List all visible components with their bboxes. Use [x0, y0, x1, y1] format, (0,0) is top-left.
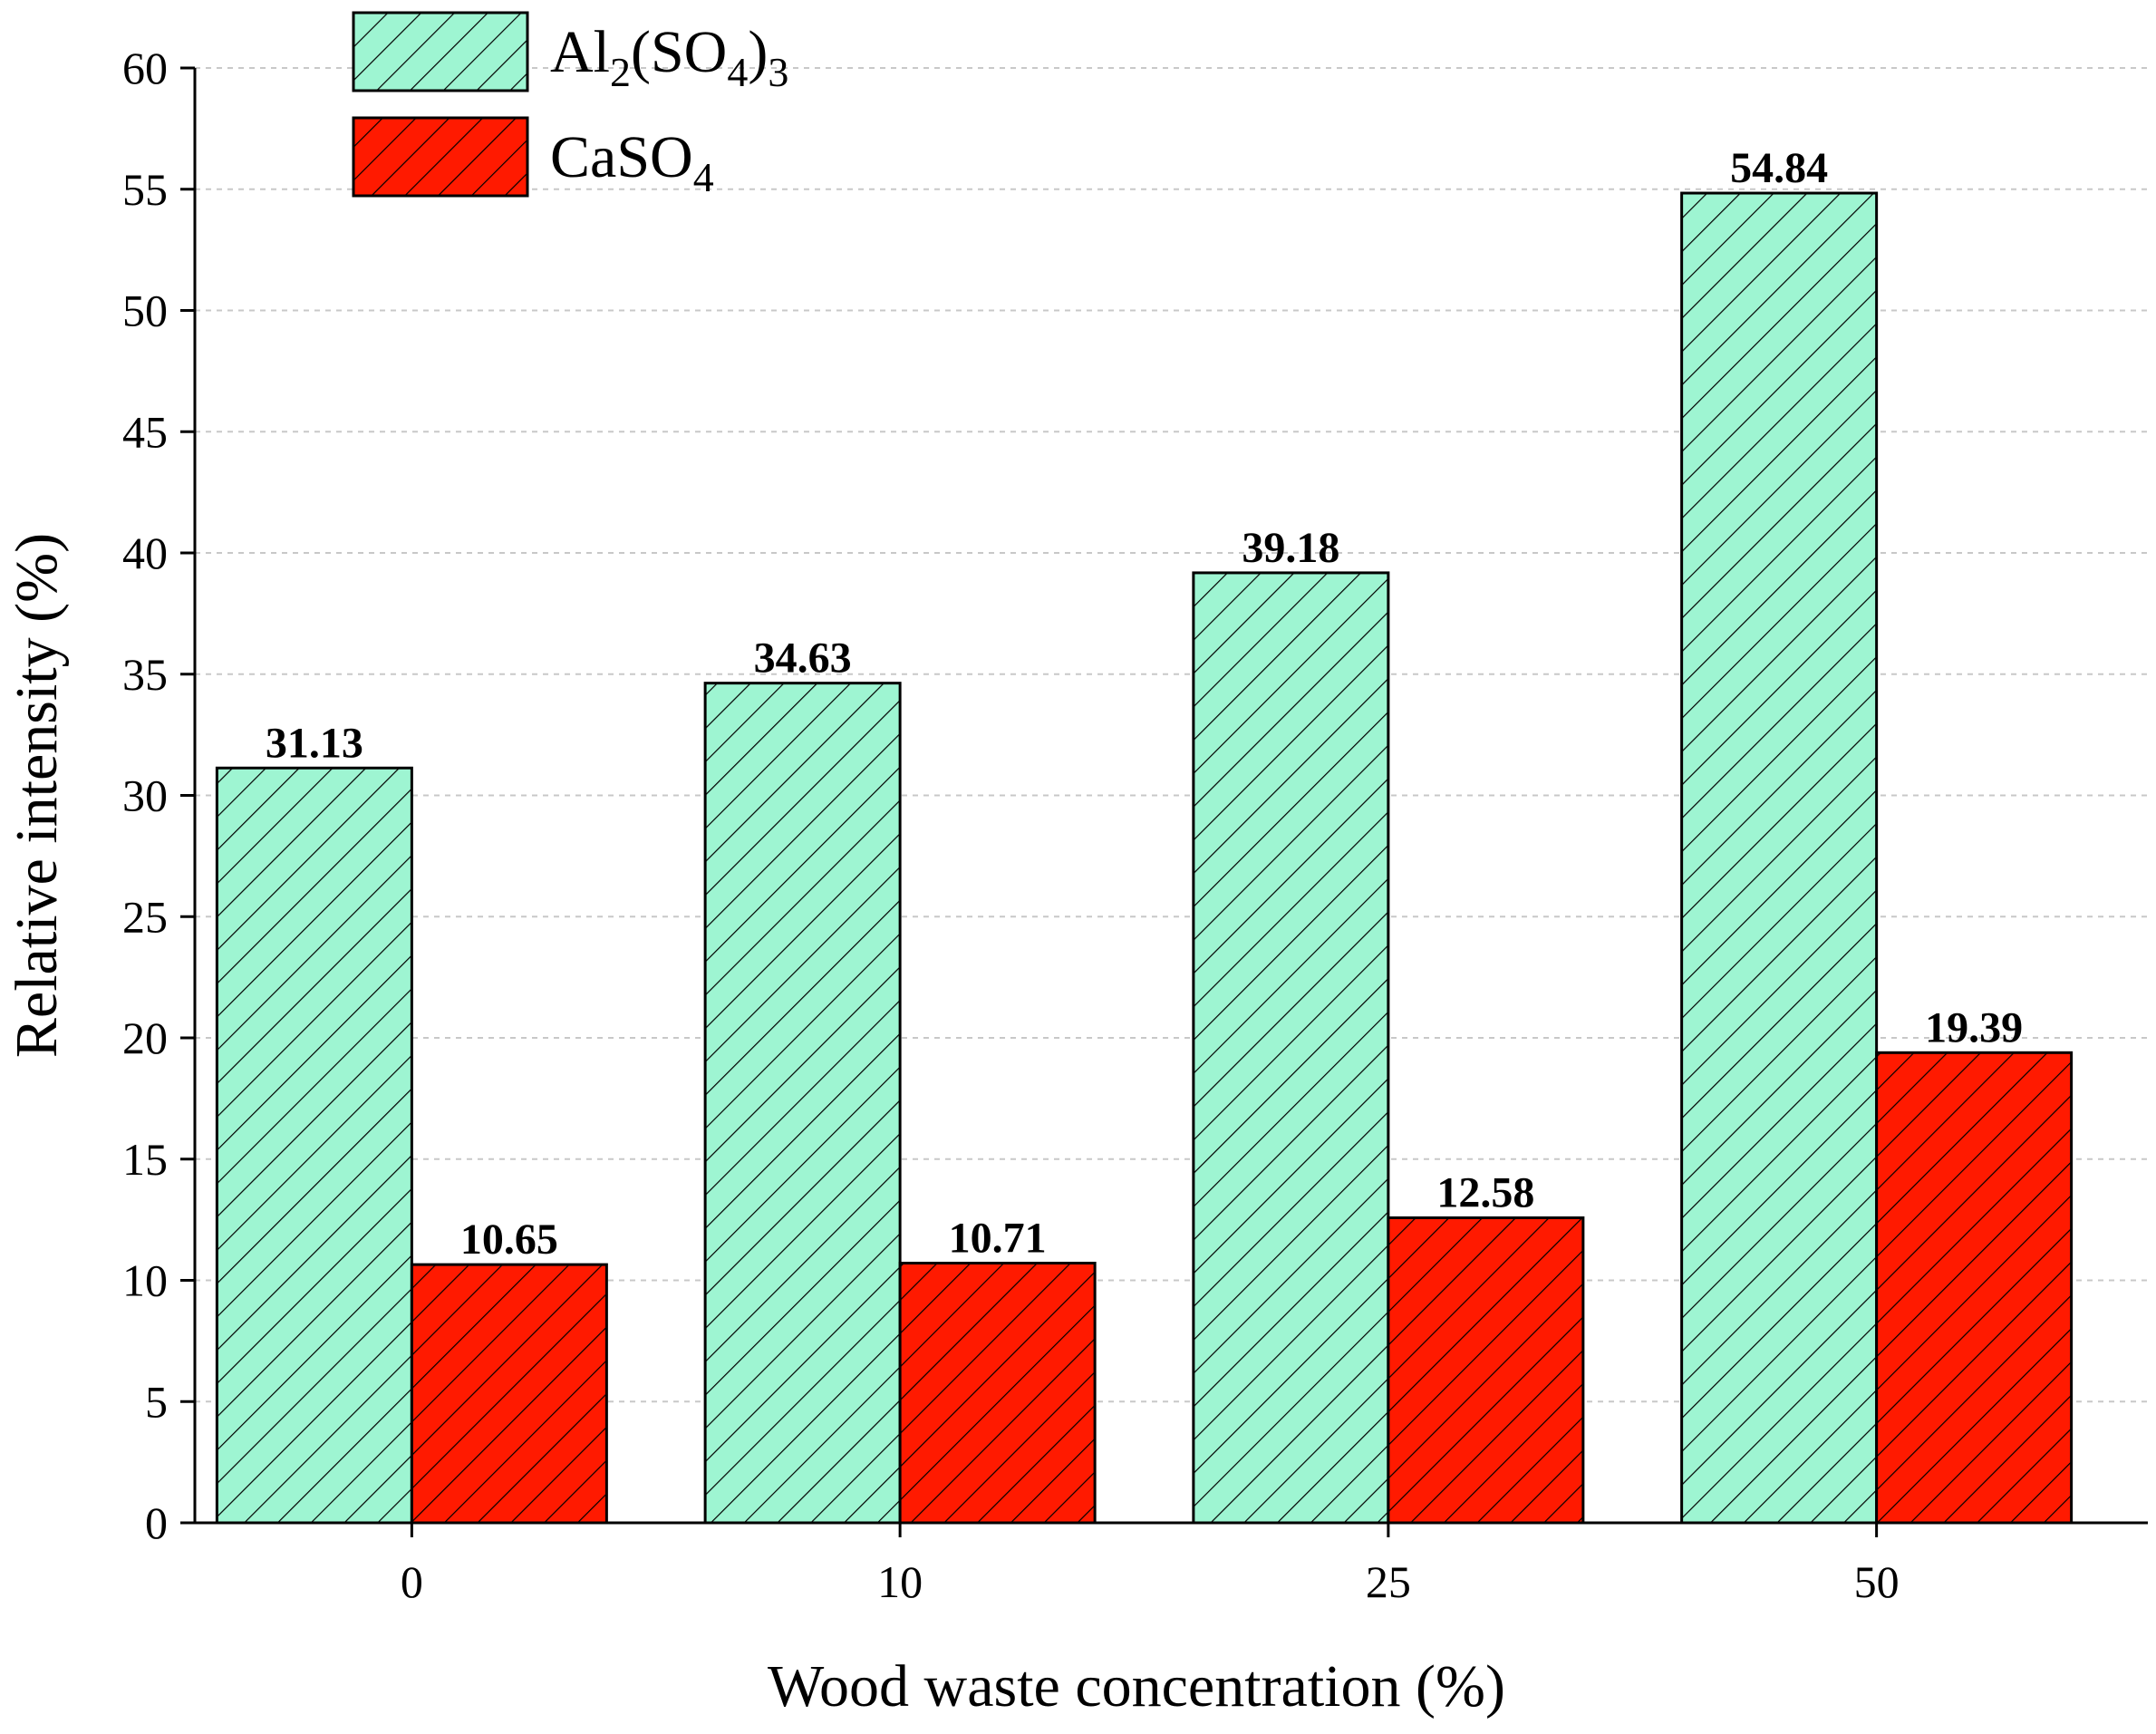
y-tick-label-40: 40: [122, 528, 168, 578]
legend-label-series1-part-1: 2: [610, 49, 631, 95]
x-axis-title: Wood waste concentration (%): [768, 1653, 1505, 1719]
bar-series1-cat-25: [1192, 571, 1390, 1525]
data-label-series2-cat-25: 12.58: [1436, 1168, 1534, 1216]
legend-label-series1-part-4: ): [748, 19, 768, 85]
data-label-series2-cat-0: 10.65: [460, 1216, 558, 1264]
bar-series2-cat-25: [1387, 1216, 1585, 1525]
data-label-series1-cat-10: 34.63: [754, 635, 852, 683]
bar-series1-cat-10: [703, 682, 902, 1525]
y-axis-title: Relative intensity (%): [4, 533, 70, 1058]
data-label-series1-cat-50: 54.84: [1730, 144, 1828, 192]
legend-label-series1-part-0: Al: [550, 19, 610, 85]
bar-series1-cat-0: [215, 766, 413, 1525]
bar-series2-cat-50: [1875, 1051, 2074, 1525]
x-tick-label-25: 25: [1366, 1556, 1411, 1607]
y-tick-label-10: 10: [122, 1255, 168, 1306]
legend-label-series2-part-0: CaSO: [550, 124, 693, 190]
data-labels: 31.13 34.63 39.18 54.84 10.65 10.71 12.58 19.39: [266, 144, 2023, 1264]
legend-label-series2: CaSO4: [550, 124, 714, 200]
y-tick-label-25: 25: [122, 891, 168, 942]
data-label-series1-cat-0: 31.13: [266, 719, 363, 767]
y-tick-label-35: 35: [122, 649, 168, 700]
y-tick-label-55: 55: [122, 164, 168, 215]
data-label-series1-cat-25: 39.18: [1242, 524, 1339, 572]
axes: 0 5 10 15 20 25 30 35 40 45 50 55 60 0 10 25 50: [122, 43, 2148, 1607]
legend-label-series1-part-2: (SO: [631, 19, 727, 85]
data-label-series2-cat-50: 19.39: [1925, 1003, 2023, 1051]
x-tick-label-0: 0: [401, 1556, 423, 1607]
data-label-series2-cat-10: 10.71: [949, 1215, 1047, 1263]
y-tick-label-15: 15: [122, 1134, 168, 1185]
y-tick-label-20: 20: [122, 1012, 168, 1063]
legend-label-series1-part-5: 3: [768, 49, 788, 95]
y-tick-label-0: 0: [145, 1497, 168, 1548]
legend-label-series1: Al2(SO4)3: [550, 19, 788, 95]
y-tick-label-50: 50: [122, 286, 168, 336]
x-tick-label-10: 10: [877, 1556, 923, 1607]
bar-series2-cat-10: [898, 1262, 1097, 1525]
bar-series2-cat-0: [410, 1263, 608, 1525]
legend-swatch-series1: [352, 11, 529, 92]
legend-label-series1-part-3: 4: [727, 49, 748, 95]
legend-label-series2-part-1: 4: [693, 154, 714, 200]
bars: [215, 191, 2074, 1525]
y-tick-label-60: 60: [122, 43, 168, 93]
y-tick-label-45: 45: [122, 406, 168, 457]
x-tick-label-50: 50: [1854, 1556, 1900, 1607]
y-tick-label-30: 30: [122, 770, 168, 821]
bar-series1-cat-50: [1680, 191, 1879, 1525]
y-tick-label-5: 5: [145, 1376, 168, 1427]
legend-swatch-series2: [352, 116, 529, 198]
